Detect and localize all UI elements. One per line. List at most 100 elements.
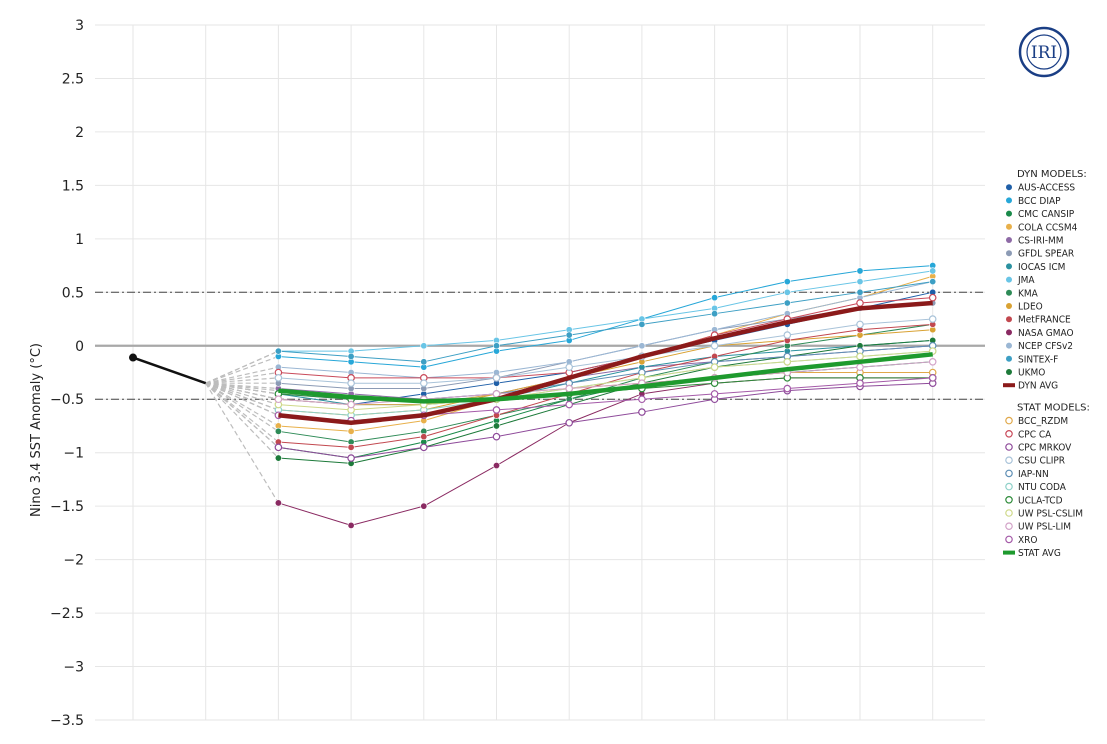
point-uw-psl-lim [492, 390, 501, 398]
point-uw-psl-cslim [783, 358, 792, 366]
connector-line [205, 382, 279, 392]
connector-line [205, 382, 279, 443]
legend-swatch-ncep-cfsv2 [1006, 342, 1012, 349]
connector-line [205, 382, 279, 432]
y-tick-label: 0 [75, 339, 84, 355]
point-xro [638, 395, 646, 404]
legend-label-jma: JMA [1017, 275, 1035, 286]
series-line-jma [278, 270, 933, 352]
point-bcc-diap [711, 294, 719, 302]
point-csu-clipr [783, 331, 792, 339]
point-bcc-diap [783, 278, 791, 286]
point-csu-clipr [856, 320, 864, 329]
legend-swatch-uw-psl-cslim [1005, 509, 1013, 517]
connector-line [205, 350, 279, 384]
legend-label-xro: XRO [1018, 535, 1038, 546]
y-axis-title: Nino 3.4 SST Anomaly (°C) [29, 343, 44, 517]
point-xro [565, 400, 574, 409]
legend-label-cpc-ca: CPC CA [1018, 429, 1052, 440]
series-line-uw-psl-cslim [278, 350, 933, 411]
iri-logo: IRI [1018, 26, 1070, 78]
point-metfrance [347, 443, 355, 451]
connector-line [205, 382, 279, 504]
point-sintex-f [274, 347, 282, 355]
point-cpc-ca [928, 293, 937, 302]
point-metfrance [420, 433, 428, 441]
iri-logo-text: IRI [1031, 43, 1057, 63]
legend-label-bcc-diap: BCC DIAP [1018, 196, 1061, 207]
legend-swatch-cpc-mrkov [1005, 443, 1013, 451]
series-line-csu-clipr [278, 318, 933, 384]
point-csu-clipr [710, 341, 719, 350]
point-uw-psl-lim [347, 400, 355, 409]
connector-line [205, 382, 279, 400]
series-line-bcc-diap [278, 265, 933, 368]
legend-label-cs-iri-mm: CS-IRI-MM [1018, 236, 1064, 247]
legend-swatch-ucla-tcd [1005, 495, 1013, 504]
legend-label-ucla-tcd: UCLA-TCD [1018, 495, 1063, 506]
point-cpc-mrkov [347, 454, 355, 462]
legend-label-ukmo: UKMO [1018, 368, 1045, 379]
point-cpc-ca [856, 299, 864, 307]
point-csu-clipr [565, 363, 574, 371]
point-csu-clipr [347, 379, 355, 387]
point-ncep-cfsv2 [638, 342, 646, 350]
y-axis-ticks: 3 2.5 2 1.5 1 0.5 0 −0.5 −1 −1.5 −2 −2.5 −3 −3.5 [50, 18, 84, 729]
point-xro [928, 374, 937, 382]
legend-header: DYN MODELS: [1017, 169, 1087, 180]
point-jma [783, 288, 791, 296]
legend-label-iap-nn: IAP-NN [1018, 469, 1049, 480]
y-tick-label: −2.5 [50, 606, 84, 622]
legend-label-ncep-cfsv2: NCEP CFSv2 [1018, 341, 1073, 352]
series-line-ukmo [278, 339, 933, 464]
iri-logo-inner-ring [1026, 34, 1062, 70]
legend-swatch-csu-clipr [1005, 456, 1013, 465]
legend-swatch-ldeo [1006, 303, 1012, 309]
connector-line [205, 382, 279, 448]
connector-line [205, 382, 279, 406]
legend-swatch-aus-access [1006, 184, 1012, 191]
point-cola-ccsm4 [347, 427, 355, 435]
y-tick-label: 1.5 [62, 178, 84, 194]
point-sintex-f [783, 299, 791, 307]
point-kma [274, 427, 282, 435]
point-bcc-diap [856, 267, 864, 275]
y-tick-label: −1.5 [50, 499, 84, 515]
legend-swatch-cmc-cansip [1006, 210, 1012, 217]
legend-label-bcc-rzdm: BCC_RZDM [1018, 416, 1068, 427]
legend-label-metfrance: MetFRANCE [1018, 315, 1071, 326]
y-tick-label: 3 [75, 18, 84, 34]
series-line-dyn-avg [278, 300, 933, 426]
point-sintex-f [492, 342, 500, 350]
legend-swatch-cola-ccsm4 [1006, 223, 1012, 230]
legend-label-kma: KMA [1018, 288, 1039, 299]
y-tick-label: −0.5 [50, 392, 84, 408]
legend-swatch-gfdl-spear [1006, 250, 1012, 257]
point-xro [856, 379, 864, 387]
legend-label-sintex-f: SINTEX-F [1018, 354, 1058, 365]
series-line-cpc-ca [278, 297, 933, 379]
point-sintex-f [711, 310, 719, 318]
point-xro [710, 390, 719, 398]
point-cpc-mrkov [419, 443, 428, 452]
series-line-ncep-cfsv2 [278, 281, 933, 379]
legend-swatch-iocas-icm [1006, 263, 1012, 270]
legend-swatch-cs-iri-mm [1006, 237, 1012, 243]
legend-label-csu-clipr: CSU CLIPR [1018, 456, 1065, 467]
connector-line [205, 377, 279, 384]
y-tick-label: −2 [63, 553, 84, 569]
point-nasa-gmao [274, 499, 282, 507]
legend-swatch-nasa-gmao [1006, 329, 1012, 336]
y-tick-label: 0.5 [62, 285, 84, 301]
point-cpc-mrkov [638, 408, 646, 416]
legend-swatch-uw-psl-lim [1005, 522, 1013, 531]
legend-swatch-xro [1005, 535, 1013, 544]
connector-line [205, 382, 279, 459]
legend-header: STAT MODELS: [1017, 402, 1090, 413]
point-cpc-mrkov [274, 443, 283, 452]
y-tick-label: −3.5 [50, 713, 84, 729]
point-ukmo [492, 422, 500, 430]
legend-label-ntu-coda: NTU CODA [1018, 482, 1067, 493]
point-cpc-mrkov [565, 418, 574, 427]
point-uw-psl-lim [856, 363, 864, 371]
